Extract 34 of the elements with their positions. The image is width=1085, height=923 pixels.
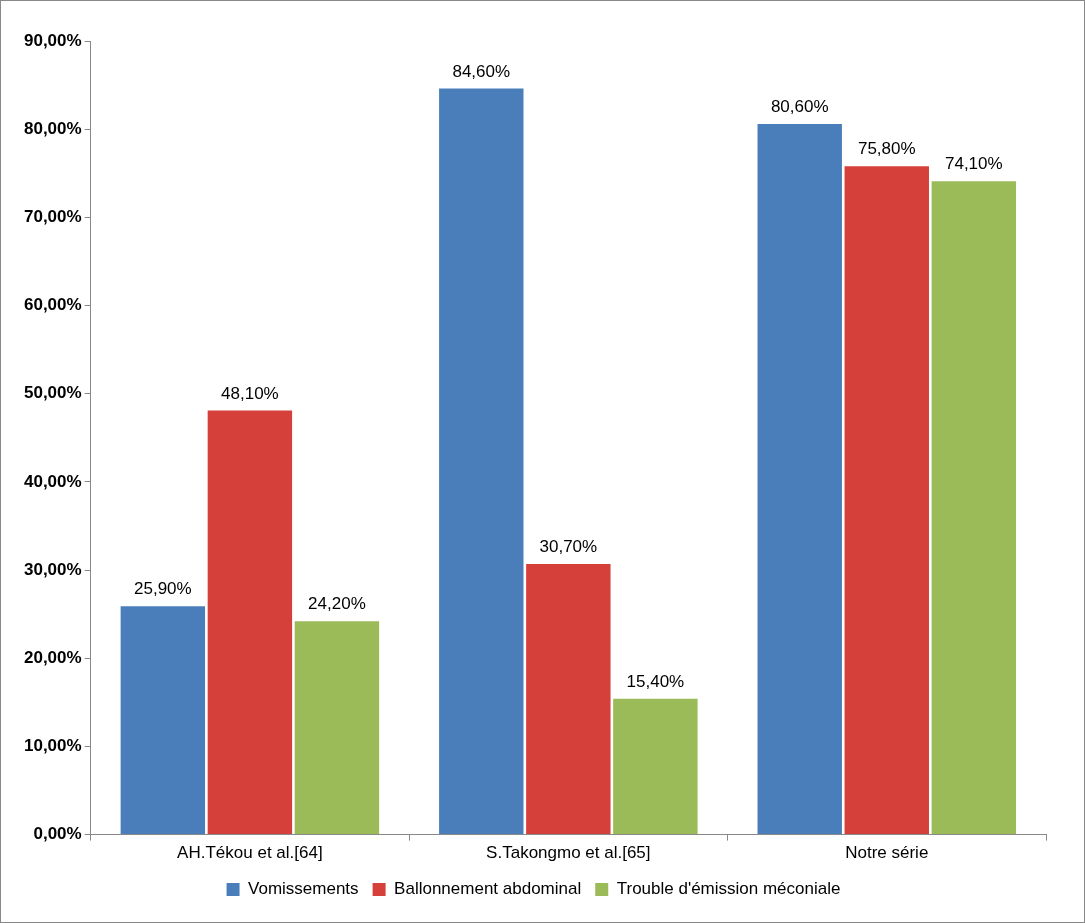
bar (757, 123, 842, 835)
data-label: 30,70% (539, 537, 598, 557)
legend-label: Trouble d'émission méconiale (616, 879, 841, 899)
bar (613, 698, 698, 835)
bar (526, 563, 611, 835)
x-tick-label: AH.Tékou et al.[64] (177, 843, 323, 863)
legend-label: Ballonnement abdominal (394, 879, 582, 899)
bar (931, 181, 1017, 835)
y-tick-label: 10,00% (23, 736, 82, 756)
data-label: 24,20% (308, 594, 366, 614)
bar (207, 410, 293, 835)
x-tick-label: S.Takongmo et al.[65] (486, 843, 651, 863)
bar (844, 166, 929, 835)
data-label: 25,90% (134, 579, 192, 599)
bar (439, 88, 524, 835)
data-label: 80,60% (770, 97, 829, 117)
y-tick-label: 30,00% (23, 559, 82, 579)
legend-label: Vomissements (248, 879, 359, 899)
x-tick-label: Notre série (845, 843, 929, 863)
y-tick-label: 40,00% (23, 471, 82, 491)
y-tick-label: 90,00% (23, 30, 82, 50)
data-label: 75,80% (857, 139, 916, 159)
data-label: 84,60% (452, 61, 511, 81)
y-tick-label: 80,00% (23, 118, 82, 138)
y-tick-label: 0,00% (33, 824, 82, 844)
y-tick-label: 70,00% (23, 207, 82, 227)
data-label: 74,10% (944, 154, 1003, 174)
y-tick-label: 50,00% (23, 383, 82, 403)
data-label: 48,10% (221, 383, 279, 403)
y-tick-label: 60,00% (23, 295, 82, 315)
bar (294, 621, 380, 835)
y-tick-label: 20,00% (23, 647, 82, 667)
data-label: 15,40% (626, 671, 685, 691)
bar (120, 606, 206, 835)
